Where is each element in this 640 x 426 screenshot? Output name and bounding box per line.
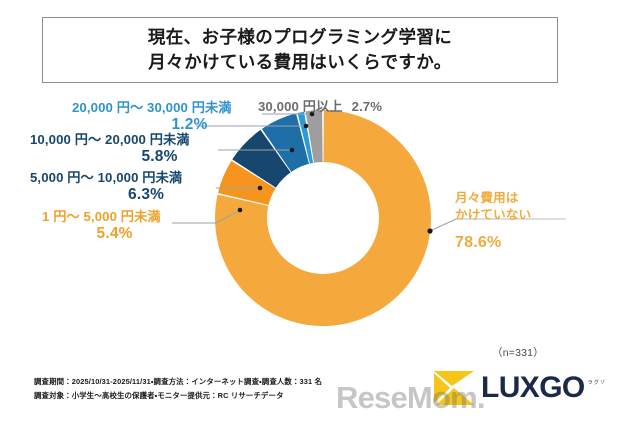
luxgo-wordmark: LUXGO — [481, 371, 585, 404]
slice-label-over-30k: 30,000 円以上 2.7% — [258, 97, 382, 117]
luxgo-kana: ラグゾ — [587, 380, 607, 386]
page-title: 現在、お子様のプログラミング学習に 月々かけている費用はいくらですか。 — [42, 17, 558, 83]
sample-size: （n=331） — [492, 347, 544, 359]
slice-label-no-cost-text-2: かけていない — [455, 208, 532, 222]
slice-label-20k-30k: 20,000 円～ 30,000 円未満 1.2% — [72, 100, 232, 135]
slice-label-10k-20k-percent: 5.8% — [141, 148, 178, 166]
footnote-line-2: 調査対象：小学生～高校生の保護者・モニター提供元：RC リサーチデータ — [34, 391, 284, 401]
slice-label-5k-10k-percent: 6.3% — [128, 186, 165, 204]
slice-label-10k-20k-text: 10,000 円～ 20,000 円未満 — [30, 132, 190, 147]
resemom-watermark: ReseMom. — [336, 380, 485, 415]
slice-label-no-cost-text-1: 月々費用は — [455, 191, 519, 205]
slice-label-over-30k-percent: 2.7% — [351, 99, 383, 114]
slice-label-5k-10k-text: 5,000 円～ 10,000 円未満 — [30, 170, 183, 185]
slice-label-5k-10k: 5,000 円～ 10,000 円未満 6.3% — [30, 170, 182, 205]
slice-label-over-30k-text: 30,000 円以上 — [258, 99, 343, 114]
slice-label-1-5k: 1 円～ 5,000 円未満 5.4% — [30, 209, 161, 244]
slice-label-20k-30k-text: 20,000 円～ 30,000 円未満 — [72, 100, 232, 115]
footnote-line-1: 調査期間：2025/10/31-2025/11/31・調査方法：インターネット調… — [34, 377, 323, 386]
chart-area: 20,000 円～ 30,000 円未満 1.2% 10,000 円～ 20,0… — [0, 92, 640, 362]
donut-slice — [215, 110, 431, 326]
donut-chart — [215, 110, 431, 326]
slice-label-10k-20k: 10,000 円～ 20,000 円未満 5.8% — [30, 132, 190, 167]
slice-label-1-5k-percent: 5.4% — [96, 225, 133, 243]
title-line-1: 現在、お子様のプログラミング学習に — [147, 26, 453, 47]
slice-label-no-cost-percent: 78.6% — [455, 234, 502, 251]
title-line-2: 月々かけている費用はいくらですか。 — [148, 52, 452, 72]
slice-label-no-cost: 月々費用は かけていない 78.6% — [455, 190, 565, 253]
slice-label-20k-30k-percent: 1.2% — [171, 116, 208, 134]
slice-label-1-5k-text: 1 円～ 5,000 円未満 — [42, 209, 161, 224]
survey-footnotes: 調査期間：2025/10/31-2025/11/31・調査方法：インターネット調… — [34, 375, 322, 404]
luxgo-logo-mark-icon — [434, 371, 474, 405]
luxgo-logo: LUXGO ラグゾ — [434, 371, 606, 405]
